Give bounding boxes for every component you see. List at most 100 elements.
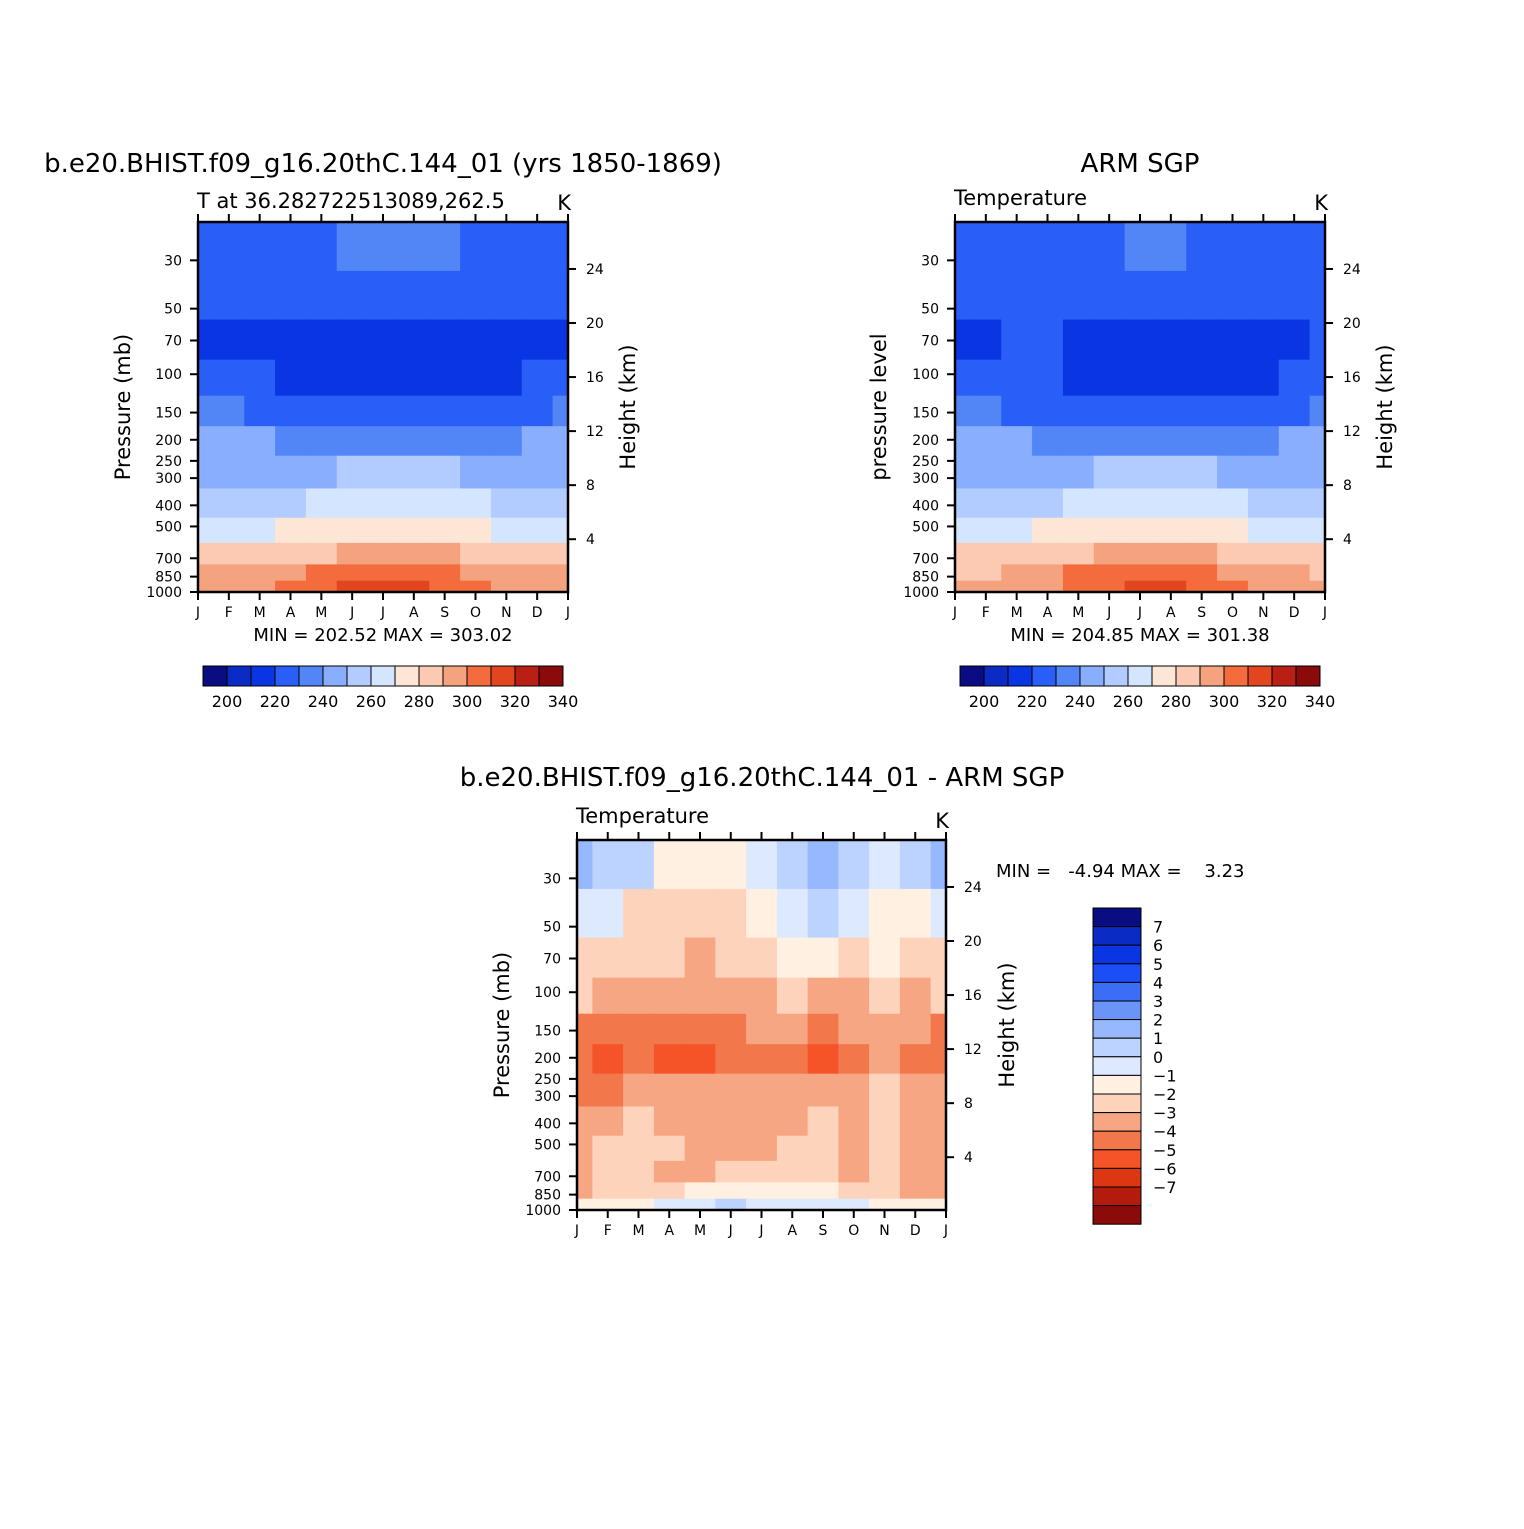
heatmap-cell: [1032, 564, 1064, 582]
heatmap-cell: [869, 977, 901, 1015]
heatmap-cell: [869, 1160, 901, 1183]
colorbar-box: [1092, 1205, 1142, 1225]
y-tick-label: 300: [912, 471, 939, 487]
x-tick-label: D: [910, 1223, 921, 1239]
heatmap-cell: [807, 1135, 839, 1162]
heatmap-cell: [807, 977, 839, 1015]
colorbar-label: 1: [1153, 1029, 1163, 1048]
heatmap-cell: [460, 426, 492, 457]
x-tick-label: O: [848, 1223, 859, 1239]
heatmap-cell: [460, 542, 492, 565]
panel-diff: b.e20.BHIST.f09_g16.20thC.144_01 - ARM S…: [460, 763, 1245, 1239]
heatmap-cell: [275, 359, 307, 397]
panel-obs: ARM SGP Temperature K J F M A M J J A S O N D J 30 50 7…: [867, 149, 1397, 711]
colorbar-box: [1092, 1186, 1142, 1207]
panel-model-title: b.e20.BHIST.f09_g16.20thC.144_01 (yrs 18…: [44, 149, 722, 179]
heatmap-cell: [460, 488, 492, 519]
heatmap-cell: [275, 517, 307, 544]
heatmap-cell: [305, 395, 338, 427]
heatmap-cell: [684, 840, 716, 890]
heatmap-cell: [398, 488, 430, 519]
heatmap-cell: [244, 580, 276, 593]
heatmap-cell: [1155, 359, 1187, 397]
heatmap-cell: [1278, 222, 1311, 272]
heatmap-cell: [336, 270, 369, 321]
heatmap-cell: [1001, 517, 1033, 544]
heatmap-cell: [930, 937, 947, 979]
heatmap-cell: [955, 564, 972, 582]
heatmap-cell: [1032, 426, 1064, 457]
heatmap-cell: [244, 395, 276, 427]
y-tick-label: 70: [921, 333, 939, 349]
heatmap-cell: [305, 455, 338, 490]
heatmap-cell: [623, 1182, 655, 1200]
heatmap-cell: [460, 580, 492, 593]
heatmap-cell: [807, 1073, 839, 1108]
heatmap-cell: [838, 1135, 870, 1162]
y-tick-label: 100: [155, 367, 182, 383]
heatmap-cell: [746, 1182, 778, 1200]
heatmap-cell: [592, 1106, 624, 1137]
heatmap-cell: [367, 395, 400, 427]
heatmap-cell: [899, 1013, 932, 1045]
colorbar-label: 280: [1161, 692, 1192, 711]
heatmap-cell: [955, 426, 972, 457]
y-tick-label: 850: [534, 1188, 561, 1204]
x-tick-label: J: [574, 1223, 579, 1239]
heatmap-cell: [1186, 395, 1218, 427]
heatmap-cell: [1124, 319, 1157, 361]
heatmap-cell: [1124, 455, 1157, 490]
heatmap-cell: [1062, 564, 1095, 582]
colorbar-label: 6: [1153, 936, 1163, 955]
heatmap-cell: [1062, 222, 1095, 272]
heatmap-cell: [653, 888, 686, 939]
heatmap-cell: [899, 1044, 932, 1075]
x-tick-label: J: [952, 605, 957, 621]
x-tick-label: J: [1322, 605, 1327, 621]
colorbar-box: [298, 665, 324, 687]
heatmap-cell: [367, 488, 400, 519]
colorbar-label: 260: [356, 692, 387, 711]
heatmap-cell: [970, 359, 1002, 397]
y-tick-label: 300: [534, 1089, 561, 1105]
heatmap-cell: [429, 319, 461, 361]
colorbar-box: [1092, 1093, 1142, 1114]
heatmap-cell: [776, 888, 809, 939]
heatmap-cell: [970, 270, 1002, 321]
heatmap-cell: [1155, 270, 1187, 321]
heatmap-cell: [1093, 270, 1126, 321]
heatmap-cell: [336, 222, 369, 272]
heatmap-cell: [305, 488, 338, 519]
colorbar-label: 2: [1153, 1011, 1163, 1030]
heatmap-cell: [213, 319, 245, 361]
colorbar-box: [1271, 665, 1297, 687]
y-tick-label: 850: [912, 570, 939, 586]
colorbar-label: 220: [260, 692, 291, 711]
heatmap-cell: [521, 542, 554, 565]
heatmap-cell: [1278, 395, 1311, 427]
x-tick-label: O: [1227, 605, 1238, 621]
heatmap-cell: [1001, 564, 1033, 582]
heatmap-cell: [1278, 517, 1311, 544]
heatmap-cell: [746, 1135, 778, 1162]
heatmap-cell: [577, 937, 593, 979]
heatmap-cell: [305, 542, 338, 565]
heatmap-cell: [198, 395, 215, 427]
heatmap-cell: [1309, 395, 1326, 427]
y-tick-label: 850: [155, 570, 182, 586]
heatmap-cell: [336, 542, 369, 565]
heatmap-cell: [838, 1106, 870, 1137]
heatmap-cell: [1217, 580, 1249, 593]
heatmap-cell: [955, 455, 972, 490]
heatmap-cell: [305, 222, 338, 272]
heatmap-cell: [746, 977, 778, 1015]
heatmap-cell: [869, 1182, 901, 1200]
heatmap-cell: [776, 1013, 809, 1045]
heatmap-cell: [970, 426, 1002, 457]
y-tick-label: 200: [534, 1051, 561, 1067]
heatmap-cell: [623, 1198, 655, 1211]
x-tick-label: J: [565, 605, 570, 621]
heatmap-cell: [1217, 542, 1249, 565]
heatmap-cell: [1001, 455, 1033, 490]
heatmap-cell: [1247, 395, 1280, 427]
